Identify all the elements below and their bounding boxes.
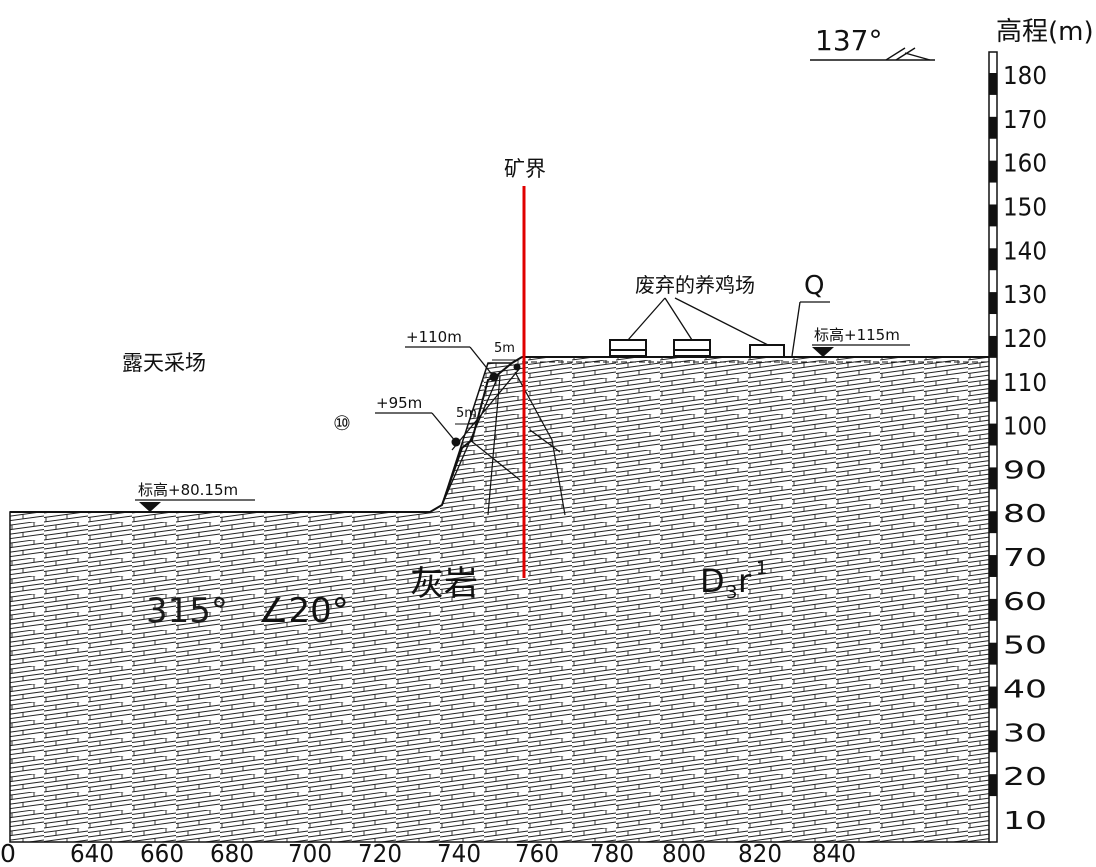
rock-type-label: 灰岩 [410,564,478,604]
bench-upper-leader2 [469,346,495,378]
distance-tick-11: 840 [812,839,856,867]
scale-segment [989,116,997,139]
scale-segment [989,598,997,621]
elevation-scale-segments [989,73,997,797]
surface-label: 标高+115m [814,326,900,344]
elevation-tick-7: 110 [1003,368,1047,397]
scale-segment [989,335,997,358]
elevation-tick-0: 180 [1003,61,1047,90]
distance-tick-3: 680 [210,839,254,867]
elevation-tick-labels: 180 170 160 150 140 130 120 110 100 90 80 70 60 50 40 3… [1003,61,1047,835]
bench-lower-leader2 [431,412,457,443]
elevation-scale-bar [988,51,998,843]
distance-tick-6: 740 [437,839,481,867]
building-icon [673,339,711,357]
distance-tick-8: 780 [590,839,634,867]
open-pit-label: 露天采场 [122,351,206,375]
scale-segment [989,379,997,402]
mine-boundary-label: 矿界 [504,157,546,181]
quaternary-label: Q [804,271,824,301]
berm-lower-label: 5m [456,406,477,421]
triangle-marker-icon [139,502,161,512]
scale-segment [989,248,997,271]
bench-upper-label: +110m [406,328,462,346]
pit-floor-label: 标高+80.15m [138,481,238,499]
azimuth-label: 137° [815,24,882,57]
stratum-letter: r [738,562,752,600]
scale-segment [989,467,997,490]
bench-lower-label: +95m [376,394,422,412]
elevation-tick-6: 120 [1003,324,1047,353]
elevation-tick-15: 30 [1003,718,1047,747]
triangle-marker-icon [812,347,834,357]
scale-segment [989,292,997,315]
distance-tick-4: 700 [288,839,332,867]
scale-segment [989,160,997,183]
building-icon [609,339,647,357]
distance-tick-2: 660 [140,839,184,867]
distance-tick-1: 640 [70,839,114,867]
elevation-tick-17: 10 [1003,806,1047,835]
design-slope-line [441,367,521,506]
farm-label: 废弃的养鸡场 [635,273,755,297]
berm-upper-label: 5m [494,341,515,356]
elevation-tick-14: 40 [1003,675,1047,704]
bench-point-upper-edge [513,363,521,371]
azimuth-arrow-icon [885,47,931,61]
scale-segment [989,642,997,665]
stratum-sub: 3 [726,582,737,603]
elevation-tick-12: 60 [1003,587,1047,616]
scale-segment [989,730,997,753]
farm-leaders [627,297,769,346]
quaternary-leader [791,301,801,357]
scale-segment [989,511,997,534]
elevation-tick-9: 90 [1003,455,1047,484]
elevation-tick-4: 140 [1003,236,1047,265]
distance-tick-0: 0 [0,839,16,867]
distance-tick-10: 820 [738,839,782,867]
elevation-tick-16: 20 [1003,762,1047,791]
slope-number: ⑩ [333,411,351,435]
elevation-tick-11: 70 [1003,543,1047,572]
scale-segment [989,204,997,227]
elevation-tick-5: 130 [1003,280,1047,309]
distance-tick-9: 800 [662,839,706,867]
elevation-tick-1: 170 [1003,105,1047,134]
distance-tick-labels: 0 640 660 680 700 720 740 760 780 800 820 840 [0,839,856,867]
joint-lines [469,371,566,516]
distance-tick-7: 760 [515,839,559,867]
slope-profile [429,356,523,513]
scale-segment [989,423,997,446]
stratum-label: D 3 r 1 [700,558,767,603]
elevation-tick-8: 100 [1003,412,1047,441]
elevation-tick-10: 80 [1003,499,1047,528]
building-icon [749,344,785,358]
scale-segment [989,555,997,577]
scale-segment [989,73,997,95]
elevation-axis-title: 高程(m) [996,17,1094,47]
elevation-tick-3: 150 [1003,192,1047,221]
attitude-direction: 315° [146,591,228,631]
elevation-tick-2: 160 [1003,149,1047,178]
scale-segment [989,686,997,709]
elevation-tick-13: 50 [1003,631,1047,660]
stratum-sup: 1 [756,558,767,579]
stratum-main: D [700,562,725,600]
distance-tick-5: 720 [358,839,402,867]
attitude-angle: ∠20° [258,591,349,631]
scale-segment [989,774,997,797]
